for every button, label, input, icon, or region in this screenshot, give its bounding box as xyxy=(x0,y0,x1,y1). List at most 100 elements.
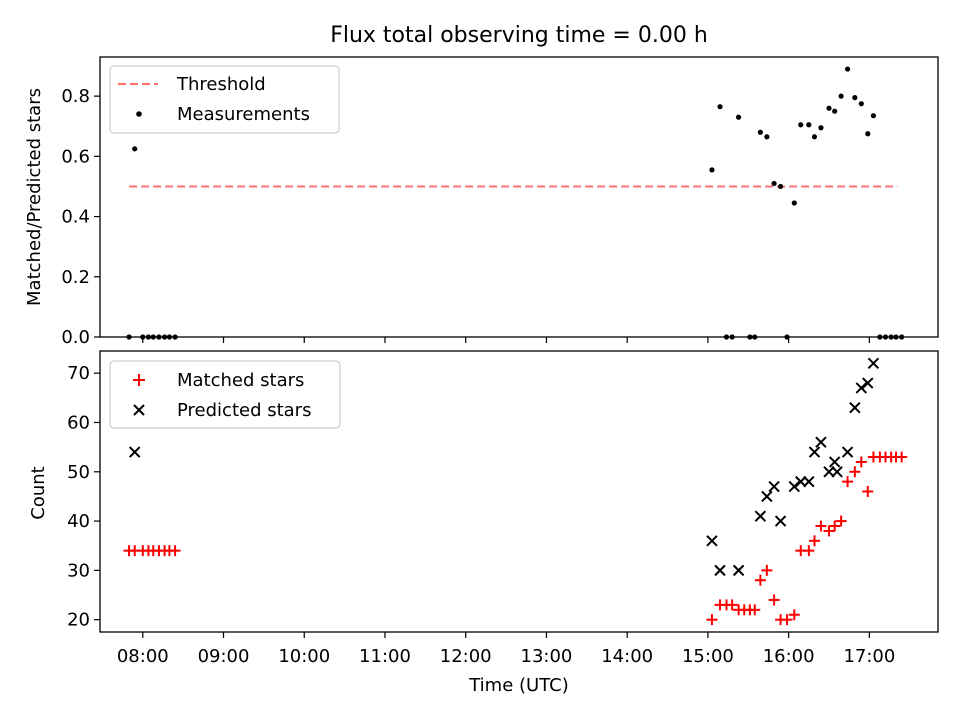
x-tick-label: 16:00 xyxy=(763,646,815,667)
measurement-point xyxy=(150,334,156,340)
measurement-point xyxy=(764,134,770,140)
count-x-axis: 08:00 09:00 10:00 11:00 12:00 13:00 14:00 15:00… xyxy=(117,632,895,667)
predicted-star-point xyxy=(862,377,874,389)
measurement-point xyxy=(811,134,818,140)
predicted-star-point xyxy=(768,480,780,493)
predicted-legend-label: Predicted stars xyxy=(177,400,311,421)
threshold-legend-label: Threshold xyxy=(176,74,266,95)
predicted-star-point xyxy=(828,456,841,468)
predicted-star-point xyxy=(831,466,843,478)
predicted-star-point xyxy=(808,446,821,458)
measurement-point xyxy=(132,146,138,152)
measurement-point xyxy=(865,131,871,137)
predicted-star-point xyxy=(706,535,718,547)
matched-star-point xyxy=(754,574,766,586)
measurement-point xyxy=(747,334,753,340)
count-y-tick-label: 40 xyxy=(67,511,90,532)
predicted-star-point xyxy=(761,490,773,503)
count-plot-marks xyxy=(123,357,908,626)
measurement-point xyxy=(729,334,735,340)
matched-legend-label: Matched stars xyxy=(177,370,304,391)
measurement-point xyxy=(893,334,899,340)
measurement-point xyxy=(771,180,777,187)
matched-star-point xyxy=(808,535,820,547)
x-tick-label: 11:00 xyxy=(359,646,411,667)
ratio-panel: 0.00.20.40.60.8 Matched/Predicted stars … xyxy=(24,56,939,348)
count-plot-frame xyxy=(99,350,939,633)
measurement-point xyxy=(156,334,162,340)
matched-star-point xyxy=(781,614,793,626)
measurement-point xyxy=(818,125,824,131)
ratio-y-tick-label: 0.0 xyxy=(61,327,90,348)
predicted-legend-swatch xyxy=(133,404,145,416)
matched-star-point xyxy=(768,594,780,606)
matched-legend-swatch xyxy=(133,374,145,386)
measurement-point xyxy=(757,129,763,135)
ratio-y-tick-label: 0.2 xyxy=(61,267,90,288)
ratio-y-axis: 0.0 0.2 0.4 0.6 0.8 xyxy=(61,86,100,348)
predicted-star-point xyxy=(129,446,141,458)
measurements-legend-label: Measurements xyxy=(177,104,310,125)
matched-star-point xyxy=(749,604,761,616)
measurement-point xyxy=(166,334,173,340)
ratio-y-tick-label: 0.4 xyxy=(61,207,90,228)
matched-star-point xyxy=(855,456,867,468)
matched-star-point xyxy=(726,599,738,611)
matched-star-point xyxy=(803,545,815,557)
predicted-star-point xyxy=(849,401,861,414)
matched-star-point xyxy=(761,564,773,576)
measurement-point xyxy=(777,183,784,190)
predicted-star-point xyxy=(732,564,745,577)
matched-star-point xyxy=(835,515,847,527)
measurement-point xyxy=(723,334,730,340)
matched-star-point xyxy=(815,520,827,532)
matched-star-point xyxy=(788,609,800,621)
measurement-point xyxy=(752,334,758,340)
predicted-star-point xyxy=(867,357,880,370)
count-y-tick-label: 50 xyxy=(67,462,90,483)
measurement-point xyxy=(798,122,804,128)
measurements-legend-swatch xyxy=(136,111,142,117)
predicted-star-point xyxy=(803,475,815,488)
ratio-y-tick-label: 0.6 xyxy=(61,146,90,167)
count-y-tick-label: 60 xyxy=(67,412,90,433)
ratio-legend: Threshold Measurements xyxy=(109,65,340,134)
measurement-point xyxy=(870,113,877,119)
matched-star-point xyxy=(829,520,841,532)
chart-title: Flux total observing time = 0.00 h xyxy=(330,23,708,48)
count-y-tick-label: 30 xyxy=(67,560,90,581)
x-tick-label: 15:00 xyxy=(682,646,734,667)
predicted-star-point xyxy=(774,515,787,527)
count-legend: Matched stars Predicted stars xyxy=(109,360,341,429)
measurement-point xyxy=(709,167,715,173)
count-y-axis-label: Count xyxy=(28,466,49,519)
measurement-point xyxy=(791,200,797,206)
count-y-axis: 20 30 40 50 60 70 xyxy=(67,363,100,631)
measurement-point xyxy=(832,108,838,114)
measurement-point xyxy=(806,122,812,128)
measurement-point xyxy=(826,105,832,111)
measurement-point xyxy=(899,334,905,340)
ratio-plot-marks xyxy=(126,66,905,340)
ratio-y-tick-label: 0.8 xyxy=(61,86,90,107)
measurement-point xyxy=(735,114,742,120)
predicted-star-point xyxy=(815,436,827,448)
matched-star-point xyxy=(169,545,181,557)
matched-star-point xyxy=(862,486,874,497)
matched-star-point xyxy=(842,476,854,488)
measurement-point xyxy=(172,334,178,340)
x-axis-label: Time (UTC) xyxy=(468,675,569,696)
matched-star-point xyxy=(706,614,718,626)
x-tick-label: 17:00 xyxy=(843,646,895,667)
measurement-point xyxy=(145,334,152,340)
x-tick-label: 14:00 xyxy=(601,646,653,667)
measurement-point xyxy=(161,334,168,340)
count-panel: 20 30 40 50 60 70 08:00 09:00 10:00 11:00 12:00 13… xyxy=(28,350,939,696)
x-tick-label: 13:00 xyxy=(521,646,573,667)
predicted-star-point xyxy=(714,564,726,577)
measurement-point xyxy=(882,334,889,340)
measurement-point xyxy=(852,95,858,101)
matched-star-point xyxy=(823,525,835,537)
count-y-tick-label: 70 xyxy=(67,363,90,384)
